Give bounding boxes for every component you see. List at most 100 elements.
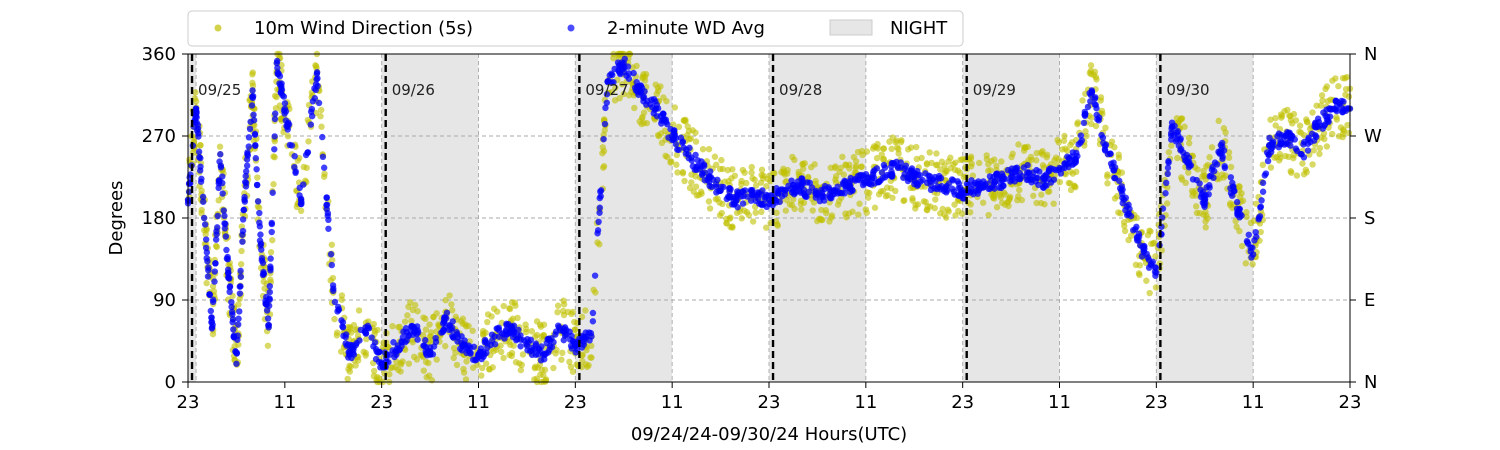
data-point (1162, 190, 1169, 197)
data-point (1210, 174, 1217, 182)
data-point (640, 98, 647, 105)
data-point (420, 367, 427, 374)
data-point (564, 308, 572, 316)
data-point (1229, 179, 1236, 187)
data-point (291, 152, 298, 160)
data-point (273, 57, 281, 65)
data-point (603, 99, 610, 106)
data-point (420, 342, 428, 349)
data-point (253, 166, 260, 173)
data-point (522, 321, 529, 328)
x-tick-label: 23 (951, 392, 974, 413)
data-point (637, 82, 645, 89)
data-point (411, 301, 419, 309)
data-point (219, 179, 226, 187)
data-point (672, 141, 680, 148)
data-point (1092, 73, 1100, 81)
data-point (913, 155, 921, 163)
data-point (912, 201, 919, 209)
data-point (917, 178, 924, 185)
data-point (1220, 147, 1228, 154)
data-point (355, 307, 363, 314)
data-point (589, 309, 597, 317)
data-point (370, 372, 378, 380)
data-point (905, 174, 912, 182)
data-point (413, 323, 421, 330)
data-point (528, 344, 535, 352)
data-point (1310, 147, 1317, 154)
data-point (265, 302, 273, 309)
data-point (879, 187, 887, 195)
data-point (1074, 120, 1081, 128)
data-point (541, 366, 549, 374)
data-point (729, 224, 736, 231)
data-point (1267, 116, 1274, 123)
data-point (657, 83, 664, 90)
data-point (686, 184, 694, 192)
y-tick-label: 0 (165, 372, 176, 393)
data-point (1092, 122, 1100, 130)
data-point (271, 154, 278, 161)
data-point (1259, 179, 1267, 187)
data-point (1067, 186, 1075, 194)
data-point (1143, 277, 1150, 284)
data-point (1258, 197, 1265, 204)
data-point (933, 150, 940, 157)
data-point (1113, 193, 1121, 200)
data-point (255, 204, 263, 211)
data-point (541, 351, 548, 359)
data-point (839, 153, 846, 161)
data-point (495, 333, 503, 340)
data-point (265, 321, 273, 329)
data-point (952, 159, 959, 166)
data-point (347, 341, 354, 349)
data-point (1278, 114, 1285, 121)
data-point (1244, 239, 1251, 246)
data-point (1259, 161, 1267, 169)
data-point (841, 190, 848, 197)
data-point (250, 111, 257, 119)
data-point (267, 249, 275, 256)
legend-box (187, 10, 964, 47)
data-point (734, 191, 741, 199)
data-point (967, 155, 975, 162)
data-point (1088, 88, 1096, 95)
data-point (1072, 157, 1079, 165)
data-point (869, 145, 877, 152)
data-point (267, 263, 274, 270)
data-point (880, 161, 888, 169)
data-point (276, 102, 284, 109)
data-point (810, 199, 818, 206)
data-point (245, 134, 253, 141)
data-point (403, 337, 410, 344)
data-point (595, 218, 602, 226)
data-point (1121, 222, 1128, 230)
data-point (681, 177, 688, 185)
data-point (422, 315, 429, 323)
data-point (680, 144, 688, 151)
data-point (1055, 139, 1063, 146)
x-tick-label: 23 (1145, 392, 1168, 413)
data-point (323, 205, 330, 213)
data-point (349, 349, 357, 357)
data-point (1165, 149, 1173, 156)
data-point (727, 214, 734, 221)
data-point (685, 127, 693, 135)
data-point (288, 142, 296, 149)
data-point (718, 183, 725, 190)
data-point (822, 207, 830, 214)
data-point (235, 321, 242, 328)
x-tick-label: 23 (177, 392, 200, 413)
data-point (228, 308, 236, 316)
data-point (224, 270, 232, 277)
data-point (362, 352, 369, 359)
data-point (1146, 289, 1153, 297)
data-point (1171, 122, 1178, 130)
data-point (260, 278, 267, 285)
data-point (409, 339, 416, 346)
data-point (323, 194, 330, 202)
data-point (791, 205, 798, 213)
data-point (453, 361, 461, 369)
data-point (438, 329, 445, 336)
data-point (895, 145, 902, 153)
